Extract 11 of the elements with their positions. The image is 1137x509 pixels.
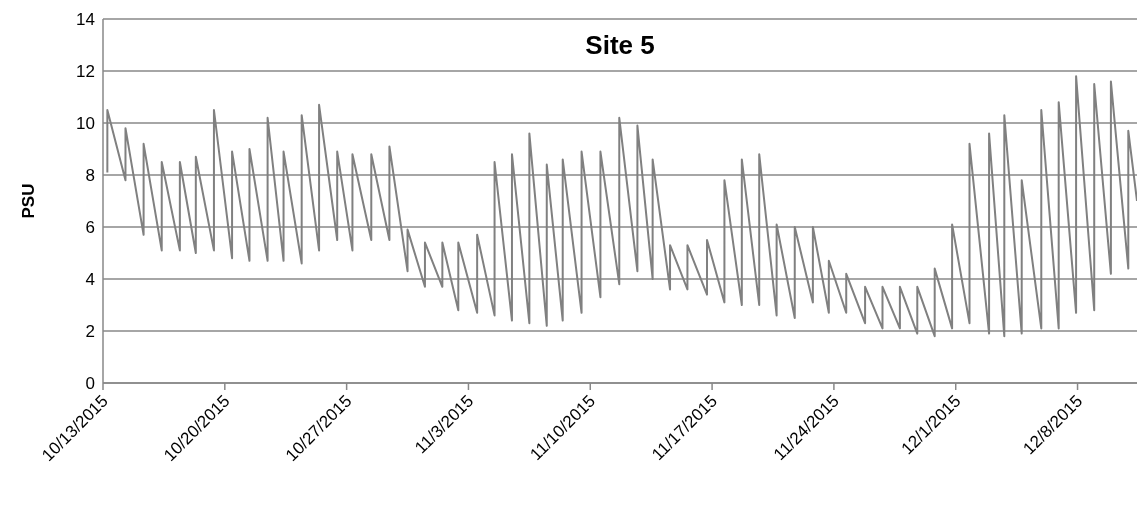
line-series — [106, 75, 1137, 338]
y-tick-label: 8 — [85, 166, 95, 186]
y-tick-label: 2 — [85, 322, 95, 342]
y-tick-label: 14 — [76, 10, 95, 30]
y-tick-label: 10 — [76, 114, 95, 134]
y-tick-label: 4 — [85, 270, 95, 290]
y-tick-label: 6 — [85, 218, 95, 238]
y-axis-title: PSU — [19, 183, 39, 219]
y-tick-label: 0 — [85, 374, 95, 394]
chart-title: Site 5 — [584, 30, 656, 61]
y-tick-label: 12 — [76, 62, 95, 82]
